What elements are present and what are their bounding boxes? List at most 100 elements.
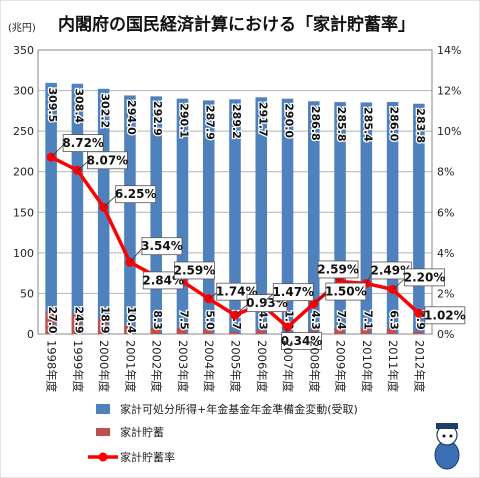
x-category-label: 2001年度 — [123, 340, 137, 393]
income-bar — [334, 102, 346, 334]
y-left-tick-label: 350 — [13, 44, 34, 57]
savings-bar — [124, 325, 134, 334]
savings-bar — [45, 312, 55, 334]
savings-value-label: 5.0 — [204, 310, 217, 330]
y-right-tick-label: 0% — [437, 328, 454, 341]
savings-value-label: 27.0 — [46, 306, 59, 333]
y-right-tick-label: 6% — [437, 206, 454, 219]
income-value-label: 291.7 — [256, 102, 269, 137]
y-unit-label: (兆円) — [8, 22, 36, 34]
x-category-label: 2011年度 — [386, 340, 400, 393]
y-right-tick-label: 4% — [437, 247, 454, 260]
savings-value-label: 6.3 — [388, 310, 401, 330]
income-bar — [229, 99, 241, 334]
legend-income-swatch — [96, 404, 110, 414]
y-left-tick-label: 250 — [13, 125, 34, 138]
mascot-eye-icon — [449, 434, 453, 438]
income-bar — [281, 98, 294, 334]
x-category-label: 2005年度 — [229, 340, 243, 393]
savings-value-label: 4.3 — [309, 310, 322, 330]
y-left-tick-label: 150 — [13, 206, 34, 219]
income-bar — [308, 101, 320, 334]
chart-title: 内閣府の国民経済計算における「家計貯蓄率」 — [58, 14, 415, 35]
y-right-tick-label: 2% — [437, 287, 454, 300]
rate-label-box — [62, 134, 104, 153]
income-value-label: 286.8 — [309, 106, 322, 141]
x-category-label: 2004年度 — [202, 340, 216, 393]
rate-value-label: 8.72% — [62, 136, 104, 150]
income-bar — [255, 97, 268, 335]
y-left-tick-label: 0 — [27, 328, 34, 341]
income-value-label: 290.1 — [177, 103, 190, 138]
savings-bar — [334, 327, 344, 334]
rate-label-box — [404, 268, 446, 287]
savings-bar — [255, 330, 265, 334]
legend-rate-label: 家計貯蓄率 — [120, 450, 175, 464]
rate-label-box — [325, 282, 367, 301]
income-bar — [360, 102, 373, 334]
y-right-tick-label: 14% — [437, 44, 461, 57]
income-value-label: 287.9 — [204, 105, 217, 140]
legend-income-label: 家計可処分所得+年金基金年金準備金変動(受取) — [120, 402, 358, 416]
rate-label-box — [317, 260, 359, 279]
savings-bar — [150, 327, 160, 334]
income-value-label: 289.2 — [230, 104, 243, 139]
rate-value-label: 2.49% — [371, 263, 413, 277]
rate-value-label: 2.20% — [404, 270, 446, 284]
x-category-label: 2003年度 — [176, 340, 190, 393]
savings-bar — [229, 331, 239, 334]
mascot-cap-icon — [436, 423, 458, 429]
savings-bar — [413, 331, 423, 334]
x-category-label: 2008年度 — [307, 340, 321, 393]
savings-bar — [176, 327, 187, 334]
savings-bar — [360, 328, 371, 334]
rate-label-box — [272, 283, 314, 302]
income-value-label: 294.0 — [125, 100, 138, 135]
savings-value-label: 24.9 — [72, 306, 85, 333]
x-category-label: 2012年度 — [412, 340, 426, 393]
x-category-label: 2000年度 — [97, 340, 111, 393]
savings-bar — [203, 329, 213, 334]
income-bar — [176, 98, 189, 334]
income-bar — [202, 100, 215, 335]
y-right-tick-label: 12% — [437, 85, 461, 98]
rate-label-box — [174, 261, 215, 280]
rate-label-box — [141, 237, 183, 256]
mascot-eye-icon — [442, 434, 446, 438]
rate-label-box — [281, 332, 322, 351]
income-bar — [413, 103, 425, 334]
x-category-label: 1999年度 — [71, 340, 85, 393]
x-category-label: 2007年度 — [281, 340, 295, 393]
rate-label-box — [87, 151, 128, 170]
income-value-label: 308.4 — [72, 88, 85, 123]
savings-bar — [71, 313, 82, 334]
income-value-label: 292.9 — [151, 101, 164, 136]
y-right-tick-label: 10% — [437, 125, 461, 138]
legend-savings-label: 家計貯蓄 — [120, 425, 164, 439]
x-category-label: 2006年度 — [255, 340, 269, 393]
savings-bar — [386, 328, 397, 334]
savings-value-label: 4.3 — [256, 310, 269, 330]
y-left-tick-label: 200 — [13, 166, 34, 179]
rate-value-label: 1.50% — [325, 285, 367, 299]
savings-bar — [97, 318, 108, 334]
rate-value-label: 1.02% — [424, 308, 466, 322]
rate-value-label: 8.07% — [87, 153, 129, 167]
rate-value-label: 1.47% — [272, 285, 314, 299]
savings-value-label: 8.3 — [151, 310, 164, 330]
savings-value-label: 18.9 — [99, 306, 112, 333]
income-value-label: 285.4 — [361, 107, 374, 142]
rate-value-label: 2.59% — [174, 263, 216, 277]
y-left-tick-label: 300 — [13, 85, 34, 98]
income-value-label: 283.8 — [414, 108, 427, 143]
rate-label-box — [115, 185, 157, 204]
rate-label-box — [142, 271, 184, 290]
y-right-tick-label: 8% — [437, 166, 454, 179]
x-category-label: 1998年度 — [45, 340, 59, 393]
x-category-label: 2009年度 — [334, 340, 348, 393]
savings-value-label: 7.1 — [361, 310, 374, 330]
savings-value-label: 10.4 — [125, 306, 138, 333]
income-value-label: 290.0 — [283, 103, 296, 138]
